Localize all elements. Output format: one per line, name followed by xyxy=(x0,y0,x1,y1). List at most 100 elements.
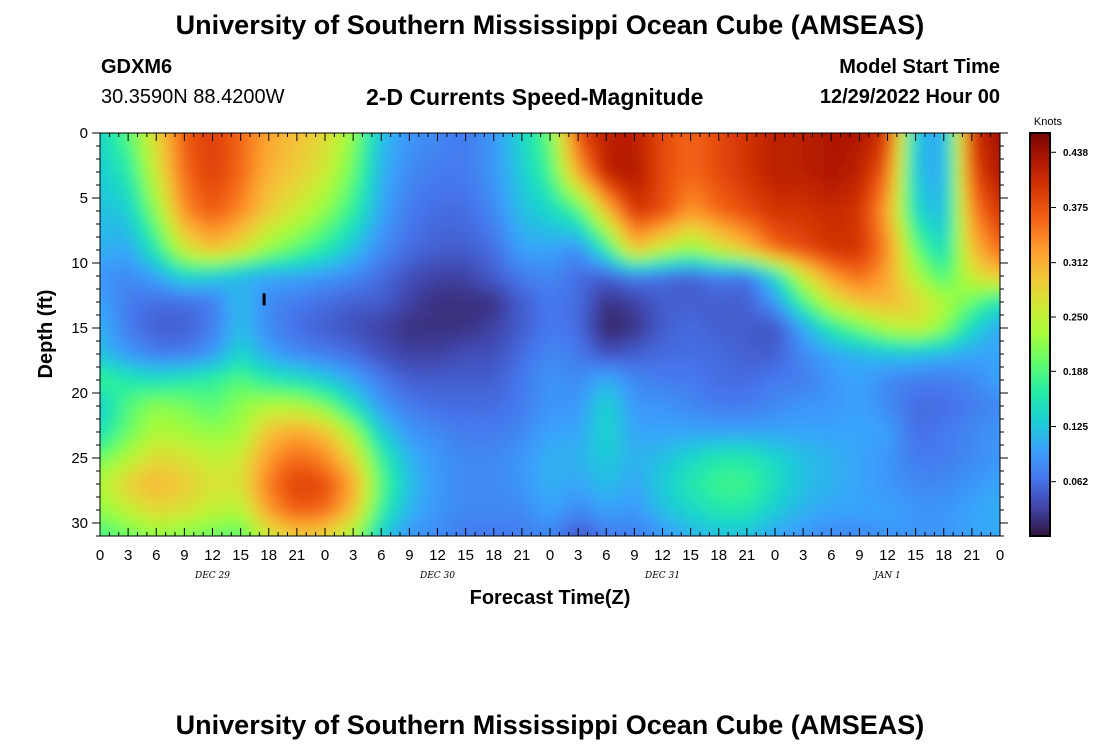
heatmap-cell xyxy=(542,256,551,264)
heatmap-cell xyxy=(430,328,439,336)
heatmap-cell xyxy=(121,250,129,258)
heatmap-cell xyxy=(240,165,249,173)
heatmap-cell xyxy=(732,347,741,355)
heatmap-cell xyxy=(796,159,804,167)
heatmap-cell xyxy=(943,139,952,147)
heatmap-cell xyxy=(480,120,488,127)
heatmap-cell xyxy=(465,308,474,316)
heatmap-cell xyxy=(1007,328,1015,335)
heatmap-cell xyxy=(725,308,734,316)
heatmap-cell xyxy=(620,315,628,323)
heatmap-cell xyxy=(641,133,650,141)
heatmap-cell xyxy=(156,211,164,219)
heatmap-cell xyxy=(718,224,727,232)
model-start-value: 12/29/2022 Hour 00 xyxy=(819,86,1000,108)
heatmap-cell xyxy=(332,191,340,199)
heatmap-cell xyxy=(866,341,875,349)
heatmap-cell xyxy=(683,224,692,232)
heatmap-cell xyxy=(409,198,418,206)
heatmap-cell xyxy=(135,152,143,160)
heatmap-cell xyxy=(170,211,178,219)
heatmap-cell xyxy=(606,360,614,368)
heatmap-cell xyxy=(718,230,727,238)
heatmap-cell xyxy=(627,328,635,336)
heatmap-cell xyxy=(578,230,586,238)
heatmap-cell xyxy=(936,217,945,225)
heatmap-cell xyxy=(212,211,221,219)
heatmap-cell xyxy=(254,211,263,219)
heatmap-cell xyxy=(683,237,692,245)
heatmap-cell xyxy=(416,204,425,212)
heatmap-cell xyxy=(353,321,361,329)
heatmap-cell xyxy=(465,321,474,329)
heatmap-cell xyxy=(121,165,129,173)
heatmap-cell xyxy=(219,237,228,245)
heatmap-cell xyxy=(514,230,523,238)
heatmap-cell xyxy=(950,308,959,316)
heatmap-cell xyxy=(142,237,150,245)
heatmap-cell xyxy=(824,276,832,284)
heatmap-cell xyxy=(472,172,481,180)
heatmap-cell xyxy=(247,165,256,173)
heatmap-cell xyxy=(683,256,692,264)
heatmap-cell xyxy=(704,146,713,154)
heatmap-cell xyxy=(430,347,439,355)
heatmap-cell xyxy=(775,334,783,342)
heatmap-cell xyxy=(915,211,924,219)
heatmap-cell xyxy=(170,302,178,310)
heatmap-cell xyxy=(296,289,305,297)
heatmap-cell xyxy=(282,159,291,167)
heatmap-cell xyxy=(332,360,340,368)
heatmap-cell xyxy=(866,165,875,173)
heatmap-cell xyxy=(381,224,389,232)
heatmap-cell xyxy=(915,178,924,186)
heatmap-cell xyxy=(810,354,818,362)
heatmap-cell xyxy=(542,295,551,303)
heatmap-cell xyxy=(346,146,354,154)
heatmap-cell xyxy=(985,250,994,258)
heatmap-cell xyxy=(908,217,917,225)
heatmap-cell xyxy=(296,256,305,264)
heatmap-cell xyxy=(177,217,185,225)
heatmap-cell xyxy=(163,237,171,245)
heatmap-cell xyxy=(261,217,270,225)
heatmap-cell xyxy=(697,354,706,362)
heatmap-cell xyxy=(648,211,657,219)
heatmap-cell xyxy=(156,328,164,336)
heatmap-cell xyxy=(803,243,811,251)
heatmap-cell xyxy=(803,295,811,303)
heatmap-cell xyxy=(655,204,664,212)
heatmap-cell xyxy=(247,256,256,264)
heatmap-cell xyxy=(810,308,818,316)
heatmap-cell xyxy=(957,217,966,225)
heatmap-cell xyxy=(929,289,938,297)
heatmap-cell xyxy=(247,243,256,251)
heatmap-cell xyxy=(451,334,460,342)
heatmap-cell xyxy=(655,328,664,336)
heatmap-cell xyxy=(662,172,671,180)
heatmap-cell xyxy=(268,152,277,160)
heatmap-cell xyxy=(184,256,193,264)
heatmap-cell xyxy=(726,120,734,127)
heatmap-cell xyxy=(430,263,439,271)
heatmap-cell xyxy=(810,185,818,193)
heatmap-cell xyxy=(585,159,593,167)
heatmap-cell xyxy=(514,321,523,329)
heatmap-cell xyxy=(367,120,375,127)
heatmap-cell xyxy=(310,341,319,349)
heatmap-cell xyxy=(282,224,291,232)
heatmap-cell xyxy=(950,256,959,264)
heatmap-cell xyxy=(613,230,621,238)
heatmap-cell xyxy=(339,120,347,127)
heatmap-cell xyxy=(592,230,600,238)
heatmap-cell xyxy=(901,289,910,297)
heatmap-cell xyxy=(521,152,530,160)
heatmap-cell xyxy=(690,185,699,193)
heatmap-cell xyxy=(655,185,664,193)
heatmap-cell xyxy=(782,243,790,251)
heatmap-cell xyxy=(985,302,994,310)
heatmap-cell xyxy=(550,321,558,329)
heatmap-cell xyxy=(268,185,277,193)
heatmap-cell xyxy=(275,185,284,193)
heatmap-cell xyxy=(170,321,178,329)
